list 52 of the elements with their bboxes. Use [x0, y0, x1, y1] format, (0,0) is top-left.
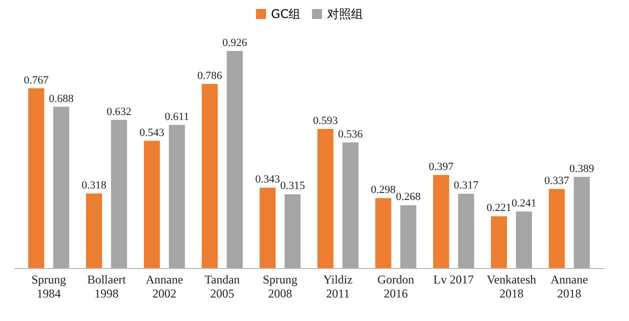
bar [516, 212, 532, 268]
bar [490, 216, 507, 268]
x-tick-label: Sprung 1984 [31, 272, 66, 300]
x-tick-label: Sprung 2008 [262, 272, 298, 300]
data-label: 0.397 [428, 160, 454, 173]
x-tick-label: Gordon 2016 [377, 272, 414, 300]
legend-label: GC组 [271, 7, 301, 21]
x-tick-label: Bollaert 1998 [87, 272, 127, 300]
data-label: 0.632 [106, 106, 132, 118]
x-tick-label: Venkatesh 2018 [486, 272, 536, 300]
data-label: 0.536 [338, 128, 364, 140]
bar [202, 84, 218, 268]
bar [317, 129, 334, 268]
data-label: 0.389 [569, 162, 595, 175]
data-label: 0.688 [48, 92, 74, 105]
data-label: 0.318 [82, 179, 107, 192]
legend-label: 对照组 [327, 7, 363, 21]
data-label: 0.298 [370, 184, 396, 196]
bar [111, 120, 128, 268]
x-tick-label: Annane 2018 [550, 272, 588, 300]
data-label: 0.337 [544, 175, 570, 188]
data-label: 0.543 [140, 126, 165, 139]
data-label: 0.343 [255, 174, 280, 186]
bar [53, 106, 70, 268]
bar [433, 174, 450, 268]
bar [226, 51, 243, 268]
bar [400, 205, 416, 268]
data-label: 0.593 [313, 115, 338, 128]
bar [260, 188, 276, 268]
bar [168, 124, 185, 268]
data-label: 0.241 [512, 198, 536, 210]
x-tick-label: Tandan 2005 [204, 272, 240, 300]
data-label: 0.611 [164, 110, 190, 123]
data-label: 0.317 [454, 180, 479, 192]
bar [284, 194, 301, 268]
bar [458, 194, 474, 268]
bar [375, 198, 392, 268]
bar [342, 142, 358, 268]
data-label: 0.786 [197, 70, 223, 82]
bar [144, 140, 160, 268]
bar [548, 189, 565, 268]
bar [574, 176, 590, 268]
bar [86, 193, 102, 268]
data-label: 0.315 [280, 180, 306, 192]
data-label: 0.926 [222, 37, 248, 50]
x-tick-label: Yildiz 2011 [323, 272, 353, 300]
data-label: 0.767 [24, 74, 50, 86]
data-label: 0.221 [486, 202, 512, 214]
x-tick-label: Lv 2017 [433, 272, 474, 286]
data-label: 0.268 [396, 191, 422, 204]
bar [28, 88, 44, 268]
x-tick-label: Annane 2002 [146, 272, 184, 300]
